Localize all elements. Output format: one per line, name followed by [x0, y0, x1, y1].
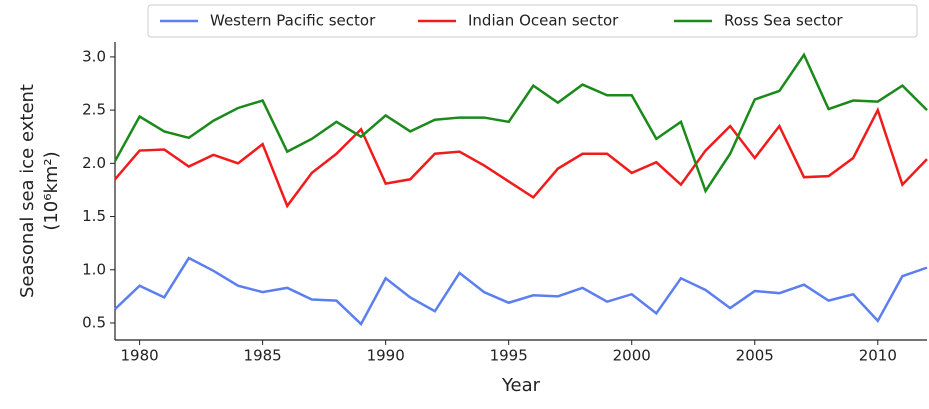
y-tick-label: 1.0 [82, 260, 106, 278]
line-series [114, 106, 928, 209]
x-tick-label: 2005 [736, 347, 774, 365]
legend-label: Western Pacific sector [210, 12, 376, 30]
y-tick-label: 3.0 [82, 47, 106, 65]
x-tick-label: 1985 [244, 347, 282, 365]
y-axis-unit: (10⁶km²) [41, 151, 62, 230]
x-tick-label: 1980 [121, 347, 159, 365]
legend-label: Indian Ocean sector [468, 12, 619, 30]
y-tick-label: 2.5 [82, 101, 106, 119]
y-tick-label: 2.0 [82, 154, 106, 172]
line-series [114, 256, 928, 327]
x-axis-title: Year [501, 375, 541, 396]
x-tick-label: 2000 [613, 347, 651, 365]
y-tick-label: 0.5 [82, 313, 106, 331]
x-tick-label: 2010 [859, 347, 897, 365]
x-tick-label: 1995 [490, 347, 528, 365]
line-series [113, 52, 928, 194]
y-axis-title: Seasonal sea ice extent [17, 84, 38, 298]
y-tick-label: 1.5 [82, 207, 106, 225]
legend-box [147, 4, 918, 38]
legend-label: Ross Sea sector [724, 12, 843, 30]
x-tick-label: 1990 [367, 347, 405, 365]
